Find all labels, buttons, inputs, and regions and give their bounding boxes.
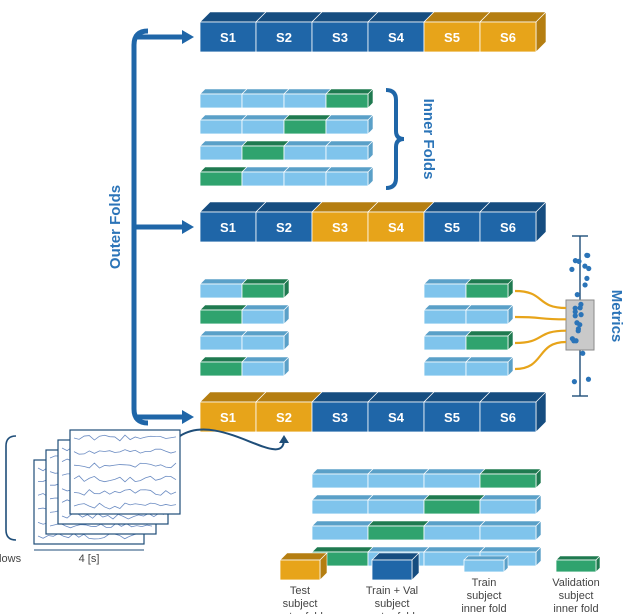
subject-label-S4: S4 <box>388 220 405 235</box>
outer-folds-label: Outer Folds <box>107 185 124 269</box>
outer-fold-row-1: S1 S2 S3 S4 S5 S6 <box>200 202 546 242</box>
subject-label-S3: S3 <box>332 30 348 45</box>
subject-label-S5: S5 <box>444 410 460 425</box>
metrics-connector <box>515 331 566 343</box>
legend-train-l1: Train <box>472 577 497 589</box>
windows-stack <box>34 430 180 544</box>
legend-test-l1: Test <box>290 585 310 597</box>
subject-label-S6: S6 <box>500 220 516 235</box>
inner-folds-0 <box>200 89 373 186</box>
metrics-label: Metrics <box>608 290 625 343</box>
subject-label-S5: S5 <box>444 220 460 235</box>
subject-label-S1: S1 <box>220 30 236 45</box>
subject-label-S3: S3 <box>332 410 348 425</box>
legend-val-l2: subject <box>559 590 594 602</box>
windows-label: windows <box>0 553 22 565</box>
inner-folds-1 <box>200 279 513 376</box>
legend-test-l2: subject <box>283 598 318 610</box>
legend-train-l3: inner fold <box>461 603 506 614</box>
subject-label-S4: S4 <box>388 410 405 425</box>
legend-val-l3: inner fold <box>553 603 598 614</box>
subject-label-S4: S4 <box>388 30 405 45</box>
metrics-connector <box>515 317 566 319</box>
diagram-root: S1 S2 S3 S4 S5 S6 S1 S2 S3 S4 S5 S6 S1 S2 S3 S4 S5 S6 Oute… <box>0 0 638 614</box>
subject-label-S2: S2 <box>276 220 292 235</box>
subject-label-S3: S3 <box>332 220 348 235</box>
legend-train-l2: subject <box>467 590 502 602</box>
subject-label-S6: S6 <box>500 410 516 425</box>
legend-trainval-l2: subject <box>375 598 410 610</box>
inner-brace <box>386 90 404 188</box>
subject-label-S5: S5 <box>444 30 460 45</box>
inner-folds-label: Inner Folds <box>420 99 437 180</box>
legend-val-l1: Validation <box>552 577 600 589</box>
subject-label-S6: S6 <box>500 30 516 45</box>
metrics-connector <box>515 291 566 308</box>
metrics-connector <box>515 342 566 369</box>
metrics-plot <box>566 236 594 396</box>
legend-trainval-l1: Train + Val <box>366 585 418 597</box>
time-axis-label: 4 [s] <box>79 553 100 565</box>
subject-label-S2: S2 <box>276 30 292 45</box>
outer-fold-row-0: S1 S2 S3 S4 S5 S6 <box>200 12 546 52</box>
inner-folds-2 <box>312 469 541 566</box>
subject-label-S2: S2 <box>276 410 292 425</box>
outer-fold-row-2: S1 S2 S3 S4 S5 S6 <box>200 392 546 432</box>
subject-label-S1: S1 <box>220 410 236 425</box>
subject-label-S1: S1 <box>220 220 236 235</box>
